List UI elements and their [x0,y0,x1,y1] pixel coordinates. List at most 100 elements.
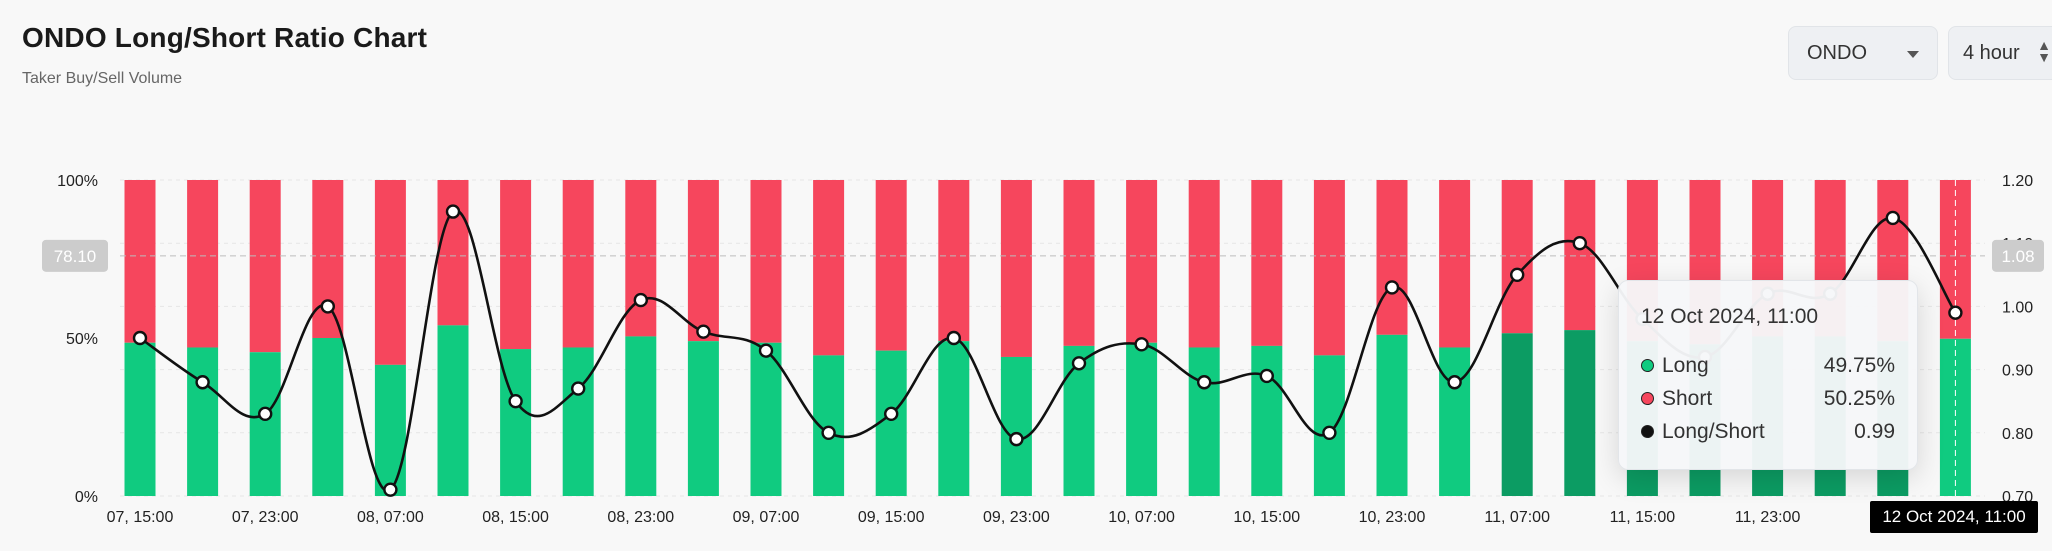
short-bar[interactable] [374,180,406,365]
ratio-point[interactable] [571,381,586,396]
long-bar[interactable] [938,341,970,496]
short-bar[interactable] [500,180,532,350]
long-bar[interactable] [124,342,156,496]
ratio-point[interactable] [445,204,461,219]
long-bar[interactable] [1376,334,1408,496]
interval-select-value: 4 hour [1963,41,2020,64]
ratio-point[interactable] [633,292,648,308]
short-bar[interactable] [1376,180,1408,335]
ratio-point[interactable] [821,425,836,440]
x-axis-tick: 10, 15:00 [1233,509,1300,526]
long-bar[interactable] [1501,333,1533,496]
coin-select-value: ONDO [1807,41,1867,64]
short-bar[interactable] [1126,180,1158,343]
short-bar[interactable] [1564,180,1596,331]
cursor-date-label: 12 Oct 2024, 11:00 [1870,501,2038,533]
long-bar[interactable] [437,325,469,496]
left-axis: 100% 50% 0% [57,173,98,506]
long-bar[interactable] [1126,342,1158,496]
ratio-point[interactable] [258,406,273,422]
short-bar[interactable] [750,180,782,343]
short-bar[interactable] [1313,180,1345,356]
long-bar[interactable] [1188,347,1220,496]
ratio-point[interactable] [383,482,398,497]
long-bar[interactable] [312,338,344,496]
tooltip-row-ratio: Long/Short 0.99 [1641,415,1895,448]
long-bar[interactable] [562,347,594,496]
short-bar[interactable] [813,180,845,356]
ratio-point[interactable] [1384,280,1400,295]
short-bar[interactable] [124,180,156,343]
long-bar[interactable] [1063,345,1095,496]
ratio-point[interactable] [195,375,210,390]
ratio-point[interactable] [1572,235,1588,251]
long-bar[interactable] [625,336,657,496]
short-bar[interactable] [249,180,281,353]
crosshair-right-badge [1992,239,2044,272]
x-axis-tick: 11, 07:00 [1484,509,1550,526]
x-axis-tick: 09, 15:00 [858,509,925,526]
short-bar[interactable] [562,180,594,348]
ratio-point[interactable] [132,330,148,346]
ratio-point[interactable] [1259,368,1275,384]
long-bar[interactable] [1251,345,1283,496]
ratio-point[interactable] [1948,305,1963,320]
ratio-point[interactable] [1196,375,1212,390]
updown-arrows-icon: ▲ ▼ [2037,37,2051,65]
short-bar[interactable] [1439,180,1471,348]
x-axis-tick: 11, 15:00 [1610,509,1676,526]
short-bar[interactable] [437,180,469,326]
chart-tooltip: 12 Oct 2024, 11:00 Long 49.75% Short 50.… [1618,280,1918,470]
crosshair-right-value: 1.08 [1992,239,2044,272]
long-bar[interactable] [187,347,219,496]
short-bar[interactable] [1251,180,1283,346]
long-bar[interactable] [249,352,281,496]
long-bar[interactable] [1564,330,1596,496]
tooltip-short-label: Short [1662,386,1713,410]
ratio-point[interactable] [1509,267,1525,282]
short-bar[interactable] [1501,180,1533,334]
ratio-point[interactable] [1134,337,1149,352]
short-bar[interactable] [875,180,907,351]
x-axis-tick: 08, 23:00 [607,509,674,526]
long-bar[interactable] [875,350,907,496]
long-bar[interactable] [374,364,406,496]
interval-select[interactable]: 4 hour ▲ ▼ [1948,26,2052,80]
short-bar[interactable] [625,180,657,337]
long-bar[interactable] [1000,356,1032,496]
ratio-point[interactable] [946,330,961,346]
long-bar[interactable] [750,342,782,496]
long-dot-icon [1641,359,1654,372]
ratio-point[interactable] [1885,210,1901,226]
ratio-point[interactable] [1009,431,1024,447]
tooltip-row-short: Short 50.25% [1641,382,1895,415]
right-axis: 1.201.101.000.900.800.70 [2002,173,2033,506]
coin-select[interactable]: ONDO [1788,26,1938,80]
tooltip-short-value: 50.25% [1823,386,1895,410]
tooltip-ratio-value: 0.99 [1854,419,1895,443]
short-bar[interactable] [187,180,219,348]
long-bar[interactable] [687,341,719,496]
tooltip-date: 12 Oct 2024, 11:00 [1641,305,1819,328]
ratio-point[interactable] [320,299,335,314]
right-axis-tick: 0.90 [2002,363,2033,380]
ratio-point[interactable] [696,324,711,339]
page-subtitle: Taker Buy/Sell Volume [22,70,183,87]
short-bar[interactable] [1188,180,1220,348]
ratio-point[interactable] [1447,375,1462,390]
long-bar[interactable] [1439,347,1471,496]
ratio-point[interactable] [508,394,523,409]
right-axis-tick: 1.00 [2002,299,2033,316]
short-bar[interactable] [312,180,344,338]
short-bar[interactable] [938,180,970,342]
crosshair-left-text: 78.10 [54,247,97,266]
ratio-point[interactable] [758,343,774,358]
short-bar[interactable] [1063,180,1095,346]
x-axis-tick: 10, 23:00 [1359,509,1426,526]
ratio-point[interactable] [1071,356,1087,371]
ratio-point[interactable] [884,406,899,422]
short-bar[interactable] [1000,180,1032,357]
ratio-point[interactable] [1322,425,1337,440]
short-bar[interactable] [687,180,719,342]
left-axis-tick: 100% [57,173,98,190]
